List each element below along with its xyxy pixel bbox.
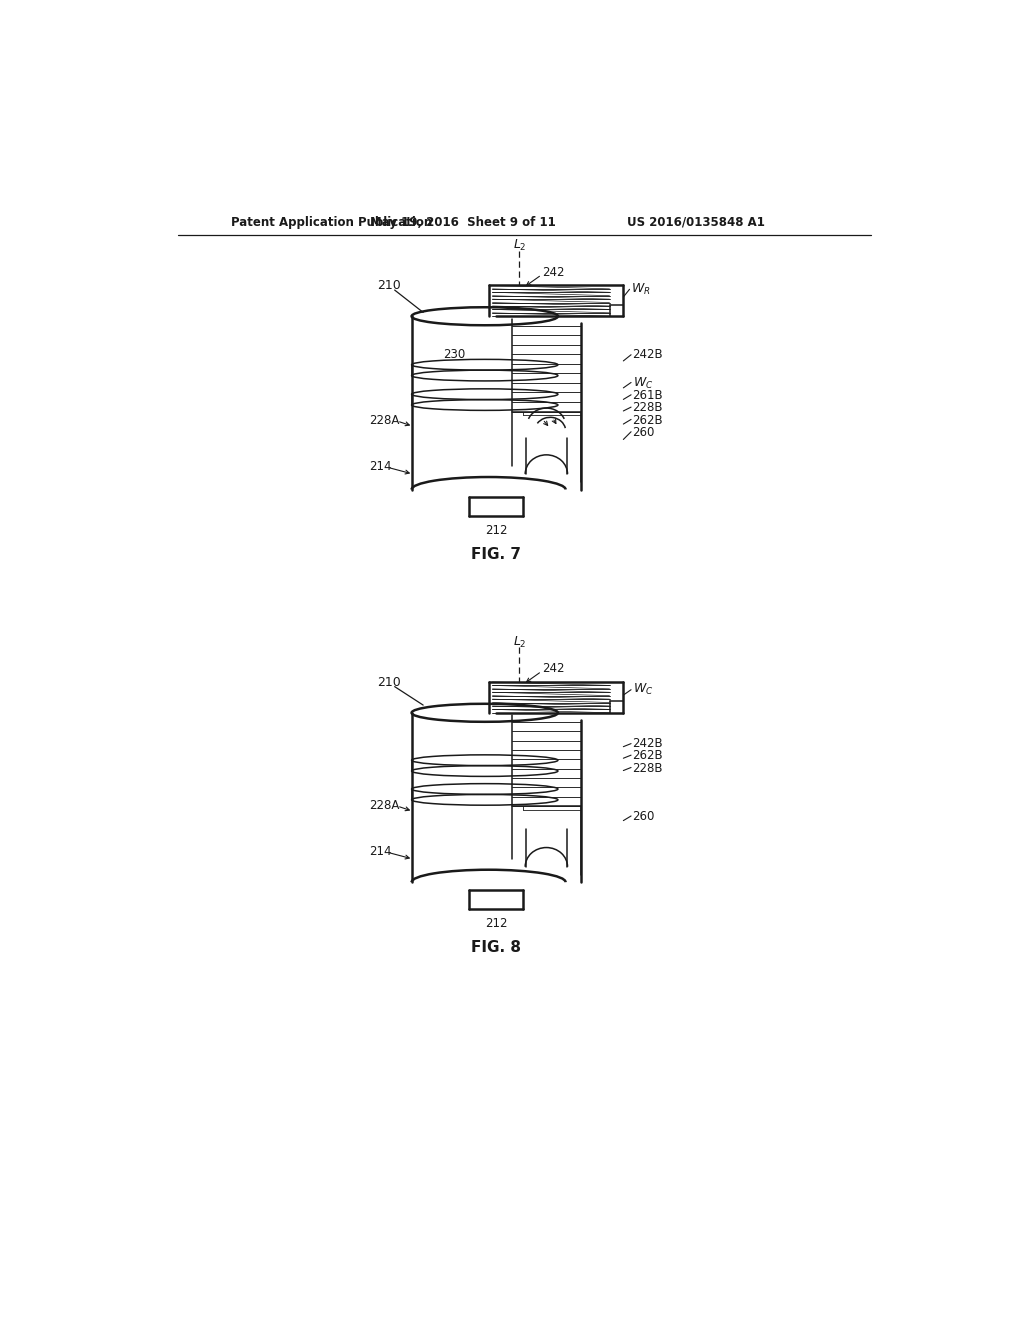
Text: 260: 260 [633, 426, 655, 440]
Text: 214: 214 [370, 845, 392, 858]
Text: 214: 214 [370, 459, 392, 473]
Text: 210: 210 [377, 676, 400, 689]
Text: 210: 210 [377, 279, 400, 292]
Text: 242: 242 [543, 663, 565, 676]
Text: 228A: 228A [370, 799, 399, 812]
Text: 228B: 228B [633, 401, 664, 414]
Text: 262B: 262B [633, 750, 664, 763]
Text: $W_C$: $W_C$ [633, 682, 653, 697]
Text: 261B: 261B [633, 389, 664, 403]
Text: 260: 260 [633, 810, 655, 824]
Text: $L_2$: $L_2$ [513, 238, 526, 253]
Text: $W_C$: $W_C$ [633, 376, 653, 391]
Text: FIG. 8: FIG. 8 [471, 940, 521, 956]
Text: 242: 242 [543, 265, 565, 279]
Text: 262B: 262B [633, 413, 664, 426]
Text: $L_2$: $L_2$ [513, 635, 526, 649]
Text: Patent Application Publication: Patent Application Publication [230, 215, 432, 228]
Text: 228A: 228A [370, 413, 399, 426]
Text: 212: 212 [485, 524, 508, 537]
Text: US 2016/0135848 A1: US 2016/0135848 A1 [628, 215, 765, 228]
Text: FIG. 7: FIG. 7 [471, 548, 521, 562]
Text: 230: 230 [442, 348, 465, 362]
Text: 212: 212 [485, 916, 508, 929]
Text: May 19, 2016  Sheet 9 of 11: May 19, 2016 Sheet 9 of 11 [371, 215, 556, 228]
Text: 242B: 242B [633, 348, 664, 362]
Text: $W_R$: $W_R$ [631, 281, 650, 297]
Text: 242B: 242B [633, 737, 664, 750]
Text: 228B: 228B [633, 762, 664, 775]
